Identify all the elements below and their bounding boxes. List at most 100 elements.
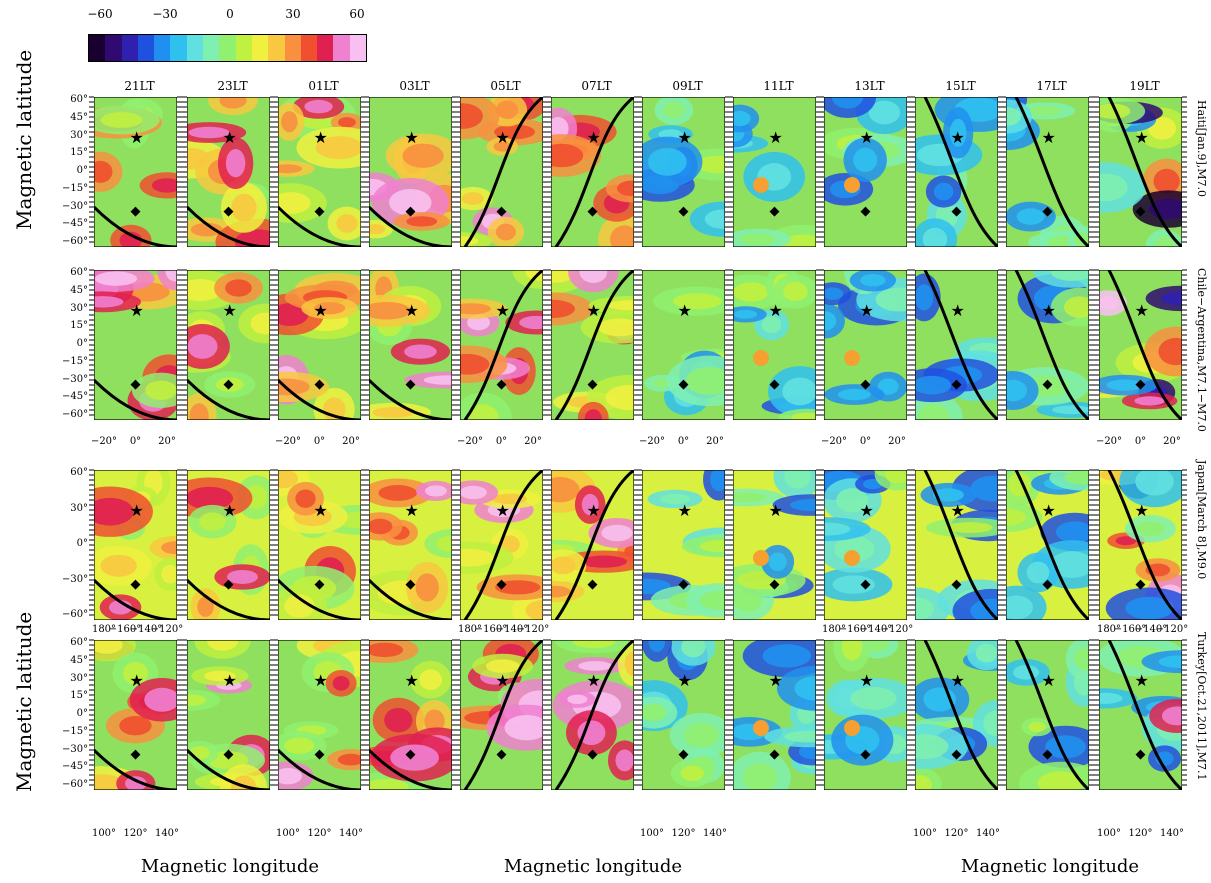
contour-region: [424, 709, 445, 733]
epicenter-star-icon: ★: [1135, 128, 1149, 147]
contour-region: [384, 707, 413, 733]
contour-region: [824, 522, 851, 536]
contour-region: [700, 590, 725, 610]
epicenter-star-icon: ★: [1042, 501, 1056, 520]
longitude-tick-label: −20°: [90, 436, 118, 447]
contour-region: [917, 403, 950, 420]
longitude-tick-label: 0°: [495, 436, 508, 447]
conjugate-diamond-icon: ◆: [588, 377, 598, 392]
contour-region: [685, 367, 725, 395]
contour-region: [295, 489, 316, 508]
contour-region: [144, 687, 177, 712]
contour-region: [1006, 509, 1026, 526]
contour-region: [601, 524, 633, 542]
contour-region: [187, 334, 218, 359]
contour-region: [975, 643, 998, 663]
longitude-tick-label: 180°: [91, 624, 117, 635]
contour-region: [369, 642, 404, 658]
map-panel: ★◆: [642, 270, 725, 420]
latitude-tick-label: 30°: [70, 302, 88, 314]
contour-region: [1158, 337, 1182, 366]
epicenter-star-icon: ★: [860, 128, 874, 147]
contour-region: [762, 644, 812, 668]
contour-region: [436, 535, 452, 552]
colorbar-tick-label: 60: [349, 7, 365, 21]
conjugate-diamond-icon: ◆: [588, 747, 598, 762]
contour-region: [225, 279, 252, 297]
contour-region: [1037, 771, 1084, 790]
contour-region: [617, 180, 634, 197]
contour-region: [278, 470, 298, 489]
contour-region: [1063, 296, 1089, 318]
conjugate-diamond-icon: ◆: [1043, 747, 1053, 762]
longitude-tick-label: 140°: [1159, 828, 1185, 839]
map-panel: ★◆: [460, 470, 543, 620]
contour-region: [519, 315, 543, 330]
terminator-line: [1107, 470, 1182, 620]
local-time-label: 11LT: [763, 79, 794, 93]
longitude-tick-label: 120°: [944, 828, 969, 839]
map-panel: ★◆: [187, 270, 270, 420]
colorbar-swatch: [300, 35, 318, 61]
longitude-tick-label: 180°: [457, 624, 483, 635]
contour-region: [402, 143, 444, 168]
longitude-tick-label: −160°: [1113, 624, 1147, 635]
conjugate-diamond-icon: ◆: [952, 577, 962, 592]
latitude-tick-label: 45°: [70, 284, 88, 296]
contour-region: [853, 147, 878, 173]
conjugate-diamond-icon: ◆: [679, 377, 689, 392]
contour-region: [733, 492, 767, 503]
longitude-tick-label: 180°: [1096, 624, 1122, 635]
latitude-tick-label: 15°: [70, 320, 88, 332]
contour-region: [100, 112, 143, 128]
contour-region: [187, 694, 207, 707]
conjugate-diamond-icon: ◆: [315, 747, 325, 762]
contour-region: [1074, 647, 1089, 671]
contour-region: [493, 141, 512, 152]
conjugate-diamond-icon: ◆: [1136, 577, 1146, 592]
conjugate-diamond-icon: ◆: [861, 747, 871, 762]
contour-region: [161, 541, 177, 555]
longitude-tick-label: 120°: [671, 828, 696, 839]
contour-region: [1106, 379, 1143, 391]
conjugate-diamond-icon: ◆: [406, 377, 416, 392]
conjugate-diamond-icon: ◆: [1136, 204, 1146, 219]
terminator-line: [923, 270, 998, 420]
contour-region: [369, 302, 411, 320]
epicenter-star-icon: ★: [130, 671, 144, 690]
map-panel: ★◆: [642, 470, 725, 620]
contour-region: [648, 640, 666, 653]
epicenter-star-icon: ★: [860, 301, 874, 320]
contour-region: [199, 512, 226, 531]
longitude-tick-label: 140°: [338, 828, 364, 839]
epicenter-star-icon: ★: [314, 501, 328, 520]
map-panel: ★◆: [824, 270, 907, 420]
contour-region: [1006, 107, 1021, 126]
contour-region: [1064, 470, 1089, 485]
terminator-line: [1107, 97, 1182, 247]
contour-region: [1055, 521, 1089, 543]
epicenter-star-icon: ★: [405, 128, 419, 147]
longitude-tick-label: −160°: [838, 624, 872, 635]
map-panel: ★◆: [94, 97, 177, 247]
contour-region: [1161, 706, 1182, 726]
map-panel: ★◆: [369, 470, 452, 620]
contour-region: [875, 287, 907, 312]
epicenter-star-icon: ★: [951, 501, 965, 520]
epicenter-star-icon: ★: [951, 671, 965, 690]
contour-region: [798, 744, 816, 760]
contour-region: [648, 147, 687, 176]
contour-region: [1052, 405, 1089, 415]
contour-region: [250, 312, 270, 335]
contour-region: [784, 470, 811, 489]
epicenter-star-icon: ★: [223, 671, 237, 690]
contour-region: [151, 178, 177, 193]
contour-region: [1161, 291, 1182, 306]
longitude-tick-label: 100°: [639, 828, 665, 839]
epicenter-star-icon: ★: [587, 501, 601, 520]
longitude-tick-label: −120°: [880, 624, 914, 635]
contour-region: [1158, 655, 1182, 668]
contour-region: [378, 485, 418, 501]
contour-region: [624, 651, 634, 677]
